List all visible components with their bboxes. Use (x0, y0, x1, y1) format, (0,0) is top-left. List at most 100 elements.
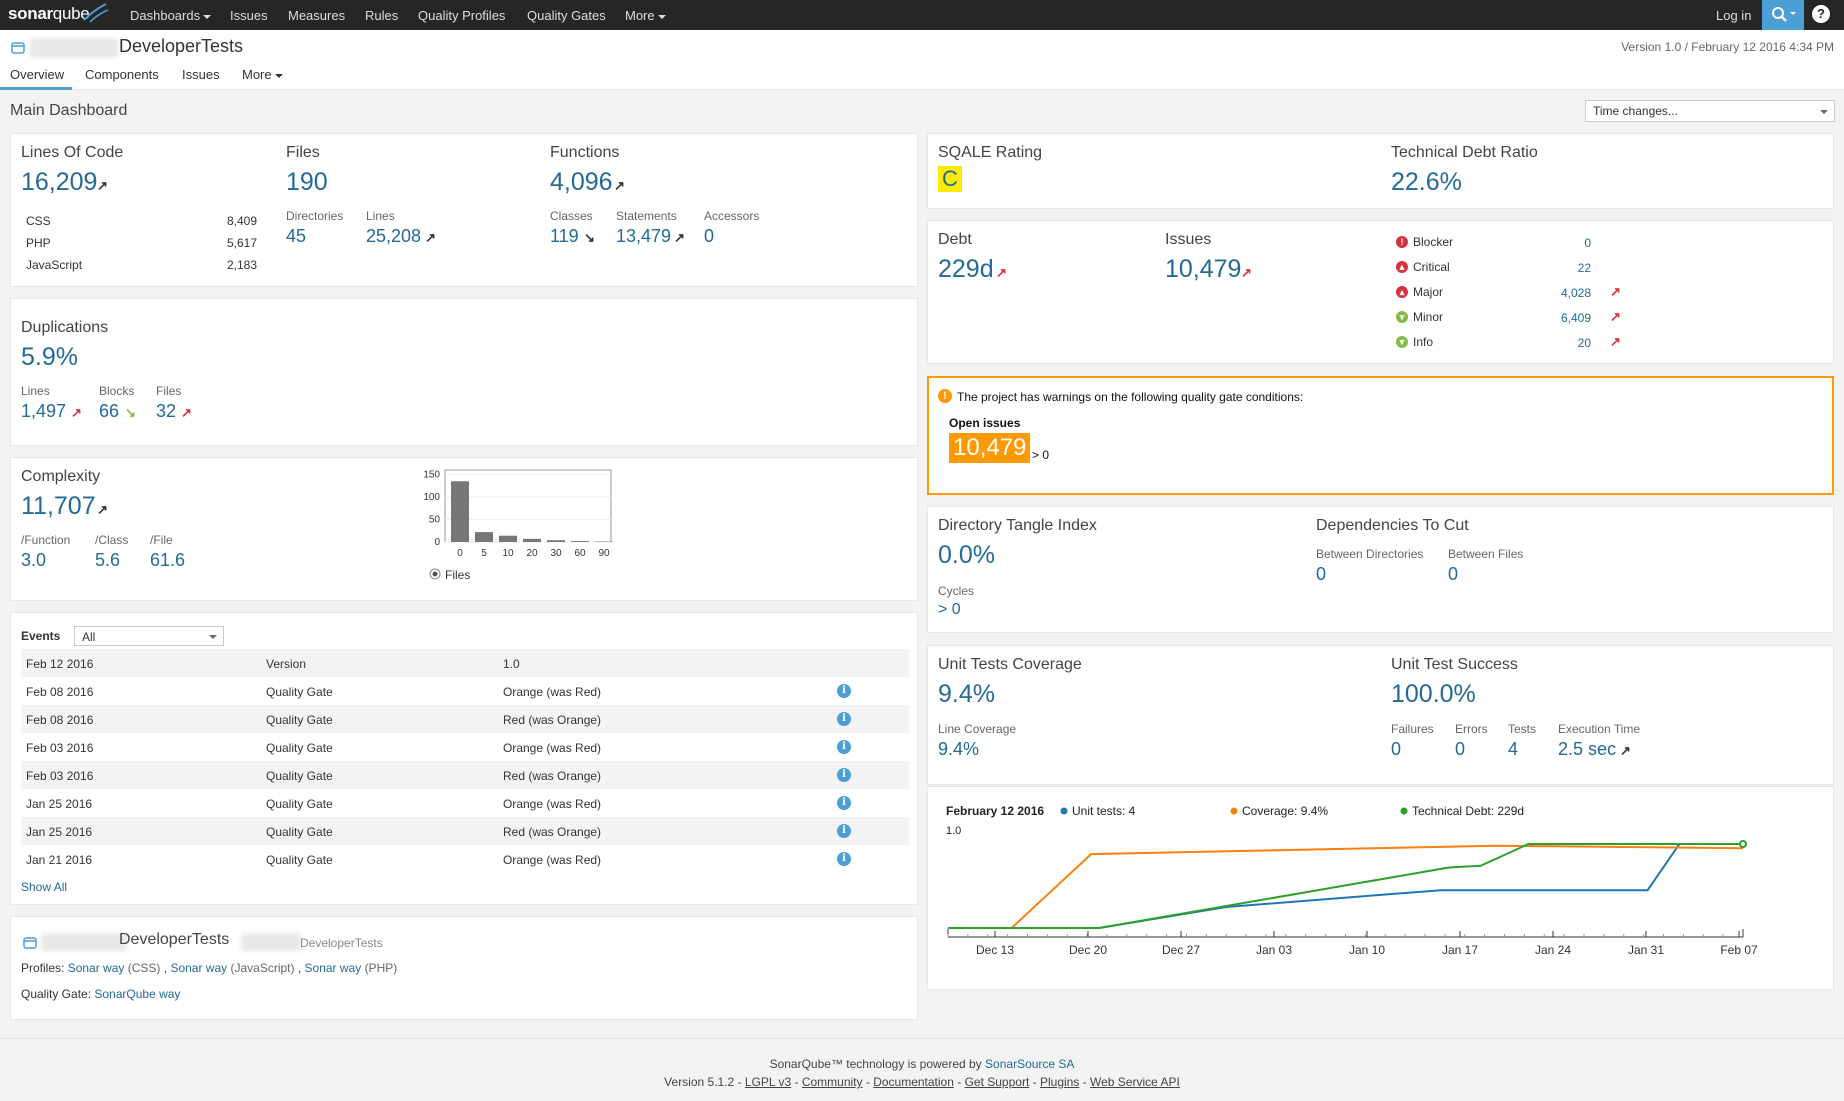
between-files-value[interactable]: 0 (1448, 564, 1459, 584)
dup-blocks-value[interactable]: 66 (99, 401, 120, 421)
nav-quality-gates[interactable]: Quality Gates (527, 8, 606, 23)
dup-files-value[interactable]: 32 (156, 401, 177, 421)
events-filter-select[interactable]: All (74, 626, 224, 646)
tab-overview[interactable]: Overview (10, 67, 65, 82)
info-icon[interactable]: i (837, 768, 851, 782)
tangle-label: Directory Tangle Index (938, 517, 1097, 534)
tangle-value[interactable]: 0.0% (938, 541, 995, 569)
project-version: Version 1.0 / February 12 2016 4:34 PM (1621, 40, 1834, 54)
profile-link[interactable]: Sonar way (170, 961, 228, 975)
sqale-rating-label: SQALE Rating (938, 144, 1043, 161)
quality-gate-link[interactable]: SonarQube way (94, 987, 181, 1001)
timeline-date: February 12 2016 (946, 804, 1044, 818)
line-coverage-value[interactable]: 9.4% (938, 739, 980, 759)
trend-down-icon: ↘ (584, 230, 595, 245)
classes-value[interactable]: 119 (550, 226, 579, 246)
events-label: Events (21, 629, 61, 643)
per-function-value[interactable]: 3.0 (21, 550, 47, 570)
info-icon[interactable]: i (837, 852, 851, 866)
debt-value[interactable]: 229d (938, 255, 994, 283)
x-tick-label: 5 (481, 548, 487, 559)
functions-value[interactable]: 4,096 (550, 168, 613, 196)
accessors-value[interactable]: 0 (704, 226, 715, 246)
duplications-value[interactable]: 5.9% (21, 343, 78, 371)
info-icon[interactable]: i (837, 740, 851, 754)
sqale-rating-badge[interactable]: C (938, 166, 962, 192)
event-date: Jan 25 2016 (26, 797, 93, 811)
nav-quality-profiles[interactable]: Quality Profiles (418, 8, 506, 23)
x-tick-label: Dec 27 (1162, 943, 1200, 957)
directories-value[interactable]: 45 (286, 226, 307, 246)
sonarqube-logo[interactable]: sonarqube (8, 4, 90, 24)
loc-value[interactable]: 16,209 (21, 168, 98, 196)
event-category: Quality Gate (266, 685, 333, 699)
footer: SonarQube™ technology is powered by Sona… (0, 1038, 1844, 1101)
nav-more[interactable]: More (625, 8, 666, 23)
sonarsource-link[interactable]: SonarSource SA (985, 1057, 1075, 1071)
between-dirs-label: Between Directories (1316, 547, 1424, 561)
coverage-value[interactable]: 9.4% (938, 680, 995, 708)
time-changes-select[interactable]: Time changes... (1585, 100, 1835, 122)
chevron-down-icon (209, 635, 217, 639)
nav-measures[interactable]: Measures (288, 8, 346, 23)
radio-button-icon[interactable] (429, 568, 441, 580)
help-button[interactable]: ? (1812, 5, 1830, 23)
nav-rules[interactable]: Rules (365, 8, 399, 23)
profile-link[interactable]: Sonar way (304, 961, 362, 975)
footer-link-license[interactable]: LGPL v3 (744, 1075, 792, 1089)
severity-count[interactable]: 22 (1577, 261, 1591, 275)
nav-issues[interactable]: Issues (230, 8, 268, 23)
between-dirs-value[interactable]: 0 (1316, 564, 1327, 584)
x-tick-label: 30 (550, 548, 562, 559)
logo-text: sonar (8, 4, 53, 23)
y-tick-label: 150 (423, 470, 440, 481)
complexity-value[interactable]: 11,707 (21, 492, 96, 520)
per-file-value[interactable]: 61.6 (150, 550, 186, 570)
footer-link-community[interactable]: Community (801, 1075, 863, 1089)
info-icon[interactable]: i (837, 796, 851, 810)
show-all-link[interactable]: Show All (21, 880, 68, 894)
event-description: Red (was Orange) (503, 769, 602, 783)
event-category: Quality Gate (266, 713, 333, 727)
errors-value[interactable]: 0 (1455, 739, 1466, 759)
footer-link-webservice[interactable]: Web Service API (1090, 1075, 1180, 1089)
tab-components[interactable]: Components (85, 67, 159, 82)
footer-link-support[interactable]: Get Support (964, 1075, 1030, 1089)
dup-lines-label: Lines (21, 384, 50, 398)
dup-lines-value[interactable]: 1,497 (21, 401, 67, 421)
files-value[interactable]: 190 (286, 168, 328, 196)
info-icon[interactable]: i (837, 684, 851, 698)
lang-name: JavaScript (26, 258, 83, 272)
test-success-value[interactable]: 100.0% (1391, 680, 1476, 708)
severity-count[interactable]: 6,409 (1560, 311, 1591, 325)
info-icon[interactable]: i (837, 712, 851, 726)
tab-more[interactable]: More (242, 67, 283, 82)
severity-count[interactable]: 20 (1577, 336, 1591, 350)
lang-value: 8,409 (227, 214, 258, 228)
table-row: Jan 21 2016 Quality Gate Orange (was Red) i (21, 845, 909, 873)
bar (499, 535, 517, 542)
project-name[interactable]: DeveloperTests (119, 36, 244, 56)
exec-time-value[interactable]: 2.5 sec (1558, 739, 1617, 759)
nav-dashboards[interactable]: Dashboards (130, 8, 212, 23)
search-button[interactable] (1762, 0, 1804, 30)
cycles-value[interactable]: > 0 (938, 601, 961, 618)
severity-count[interactable]: 0 (1584, 236, 1591, 250)
login-link[interactable]: Log in (1716, 8, 1752, 23)
footer-link-documentation[interactable]: Documentation (873, 1075, 954, 1089)
debt-ratio-value[interactable]: 22.6% (1391, 168, 1462, 196)
x-tick-label: 10 (502, 548, 514, 559)
info-icon[interactable]: i (837, 824, 851, 838)
per-class-value[interactable]: 5.6 (95, 550, 121, 570)
profile-link[interactable]: Sonar way (67, 961, 125, 975)
tests-count-value[interactable]: 4 (1508, 739, 1519, 759)
statements-label: Statements (616, 209, 677, 223)
qg-condition-value[interactable]: 10,479 (949, 433, 1031, 463)
lines-value[interactable]: 25,208 (366, 226, 422, 246)
issues-value[interactable]: 10,479 (1165, 255, 1242, 283)
tab-issues[interactable]: Issues (182, 67, 220, 82)
severity-count[interactable]: 4,028 (1560, 286, 1591, 300)
footer-link-plugins[interactable]: Plugins (1039, 1075, 1080, 1089)
failures-value[interactable]: 0 (1391, 739, 1402, 759)
statements-value[interactable]: 13,479 (616, 226, 672, 246)
